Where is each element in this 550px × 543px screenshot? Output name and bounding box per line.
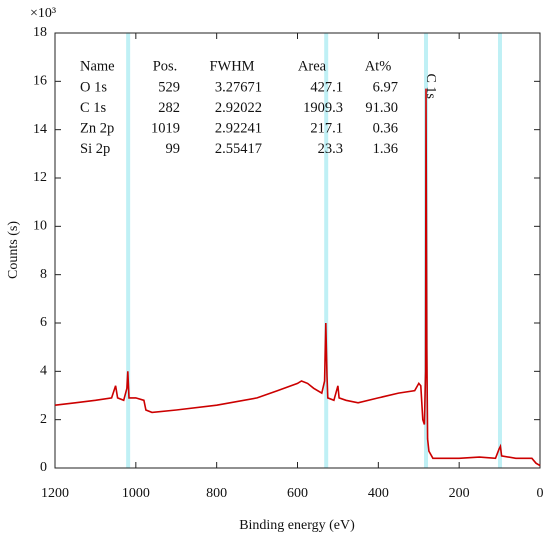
table-header: Name — [80, 58, 115, 74]
y-tick-label: 14 — [33, 122, 47, 137]
table-cell: O 1s — [80, 79, 107, 95]
table-cell: 0.36 — [373, 120, 398, 136]
y-tick-label: 0 — [40, 460, 47, 475]
table-cell: 1909.3 — [303, 100, 343, 116]
table-cell: 217.1 — [310, 120, 343, 136]
y-tick-label: 12 — [33, 170, 47, 185]
table-header: FWHM — [209, 58, 254, 74]
table-header: Area — [298, 58, 327, 74]
x-tick-label: 200 — [449, 486, 470, 501]
table-cell: 6.97 — [373, 79, 398, 95]
table-cell: 427.1 — [310, 79, 343, 95]
y-tick-label: 6 — [40, 315, 47, 330]
table-cell: 2.55417 — [215, 141, 262, 157]
table-cell: 2.92022 — [215, 100, 262, 116]
x-tick-label: 400 — [368, 486, 389, 501]
x-axis-label: Binding energy (eV) — [239, 518, 355, 533]
x-tick-label: 600 — [287, 486, 308, 501]
x-tick-label: 1200 — [41, 486, 69, 501]
spectrum-line — [54, 88, 541, 467]
table-header: At% — [365, 58, 392, 74]
y-tick-label: 18 — [33, 25, 47, 40]
table-cell: Si 2p — [80, 141, 110, 157]
axis-multiplier: ×10³ — [30, 6, 56, 21]
y-tick-label: 10 — [33, 219, 47, 234]
table-cell: 529 — [158, 79, 180, 95]
y-tick-label: 4 — [40, 364, 47, 379]
x-tick-label: 1000 — [122, 486, 150, 501]
table-cell: 91.30 — [365, 100, 398, 116]
y-tick-label: 2 — [40, 412, 47, 427]
y-tick-label: 16 — [33, 74, 47, 89]
y-tick-label: 8 — [40, 267, 47, 282]
peak-annotation: C 1s — [423, 74, 438, 99]
table-cell: Zn 2p — [80, 120, 114, 136]
table-cell: C 1s — [80, 100, 107, 116]
table-cell: 1.36 — [373, 141, 398, 157]
x-tick-label: 800 — [206, 486, 227, 501]
table-cell: 23.3 — [318, 141, 343, 157]
table-cell: 282 — [158, 100, 180, 116]
table-cell: 2.92241 — [215, 120, 262, 136]
table-header: Pos. — [153, 58, 178, 74]
y-axis-label: Counts (s) — [6, 221, 21, 279]
table-cell: 1019 — [151, 120, 180, 136]
table-cell: 99 — [166, 141, 181, 157]
table-cell: 3.27671 — [215, 79, 262, 95]
x-tick-label: 0 — [537, 486, 544, 501]
